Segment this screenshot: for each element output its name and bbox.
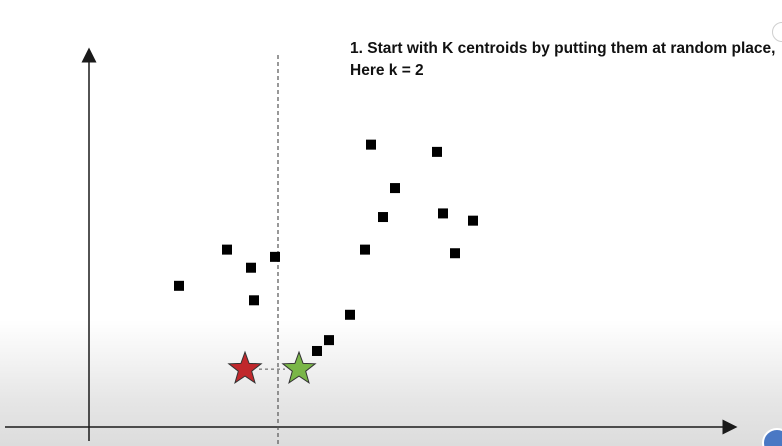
caption-line-2: Here k = 2 [350,62,424,79]
centroid-star-icon [281,350,317,384]
data-point [249,295,259,306]
step-caption: 1. Start with K centroids by putting the… [350,38,775,82]
data-point [222,244,232,255]
data-point [360,244,370,255]
data-point [270,251,280,262]
data-point [345,309,355,320]
caption-line-1: 1. Start with K centroids by putting the… [350,40,776,57]
data-point [438,208,448,219]
data-point [432,146,442,157]
data-point [324,335,334,346]
data-point [390,183,400,194]
data-point [246,262,256,273]
data-point [468,215,478,226]
data-point [312,345,322,356]
data-point [450,248,460,259]
centroid-star-icon [227,350,263,384]
data-point [174,280,184,291]
player-badge-icon[interactable] [762,428,782,446]
data-point [366,139,376,150]
data-point [378,212,388,223]
